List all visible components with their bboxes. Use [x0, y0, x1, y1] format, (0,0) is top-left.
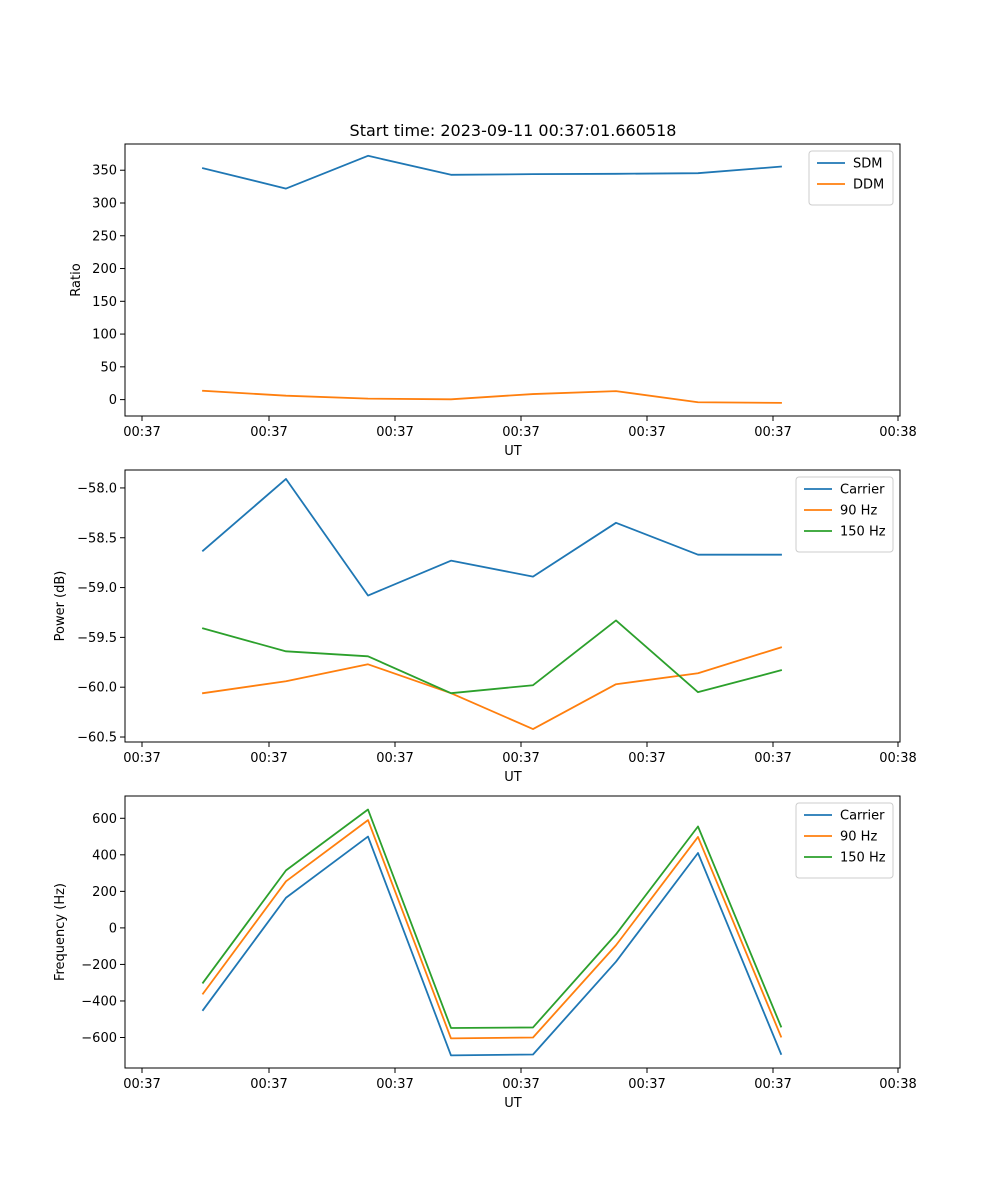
series-line-carrier [201, 478, 782, 597]
legend-box [808, 150, 894, 206]
axes-frame [124, 795, 901, 1069]
y-tick-label: −58.0 [77, 481, 117, 496]
y-tick-label: 250 [92, 229, 117, 244]
x-tick-label: 00:37 [123, 425, 160, 440]
y-tick-label: 600 [92, 812, 117, 827]
y-tick-label: −60.0 [77, 681, 117, 696]
x-tick-label: 00:37 [754, 1077, 791, 1092]
x-tick-label: 00:37 [250, 751, 287, 766]
legend-entry: 90 Hz [840, 830, 877, 845]
y-tick-label: 50 [100, 360, 117, 375]
x-tick-label: 00:37 [376, 425, 413, 440]
figure-title: Start time: 2023-09-11 00:37:01.660518 [350, 121, 677, 140]
y-tick-label: 200 [92, 262, 117, 277]
legend: Carrier 90 Hz 150 Hz [795, 476, 894, 553]
series-line-ddm [202, 389, 782, 404]
x-tick-label: 00:38 [879, 1077, 916, 1092]
series-line-90-hz [201, 646, 783, 730]
panels: 00:37 00:37 00:37 00:37 00:37 00:37 00:38 UT 0 50… [53, 143, 917, 1111]
y-tick-label: 150 [92, 295, 117, 310]
x-tick-label: 00:37 [123, 1077, 160, 1092]
legend-entry: 90 Hz [840, 504, 877, 519]
x-tick-label: 00:37 [628, 1077, 665, 1092]
y-tick-label: 200 [92, 885, 117, 900]
chart-panel-3: 00:37 00:37 00:37 00:37 00:37 00:37 00:38 UT 600… [53, 795, 917, 1111]
chart-panel-2: 00:37 00:37 00:37 00:37 00:37 00:37 00:38 UT −58… [53, 469, 917, 785]
x-tick-label: 00:38 [879, 751, 916, 766]
x-tick-label: 00:37 [123, 751, 160, 766]
legend-entry: DDM [853, 178, 884, 193]
series-line-150-hz [201, 808, 783, 1029]
x-axis-label: UT [504, 444, 522, 459]
legend-box [795, 476, 894, 553]
legend-entry: 150 Hz [840, 525, 886, 540]
y-tick-label: 400 [92, 848, 117, 863]
x-tick-label: 00:37 [502, 1077, 539, 1092]
x-axis-label: UT [504, 1096, 522, 1111]
y-tick-label: −600 [81, 1031, 117, 1046]
legend-entry: Carrier [840, 483, 885, 498]
x-tick-label: 00:37 [250, 425, 287, 440]
legend-entry: SDM [853, 157, 882, 172]
x-tick-label: 00:37 [250, 1077, 287, 1092]
x-tick-label: 00:37 [754, 751, 791, 766]
y-tick-label: 100 [92, 328, 117, 343]
legend-entry: Carrier [840, 809, 885, 824]
x-tick-label: 00:37 [376, 1077, 413, 1092]
series-line-sdm [201, 154, 782, 190]
y-axis-label: Ratio [69, 263, 84, 296]
y-tick-label: 0 [109, 921, 117, 936]
y-tick-label: −59.5 [77, 631, 117, 646]
x-tick-label: 00:38 [879, 425, 916, 440]
y-tick-label: −60.5 [77, 731, 117, 746]
axes-frame [124, 469, 901, 743]
chart-panel-1: 00:37 00:37 00:37 00:37 00:37 00:37 00:38 UT 0 50… [69, 143, 917, 459]
y-tick-label: −58.5 [77, 531, 117, 546]
axes-frame [124, 143, 901, 417]
legend-box [795, 802, 894, 879]
x-tick-label: 00:37 [502, 751, 539, 766]
x-tick-label: 00:37 [502, 425, 539, 440]
y-tick-label: −400 [81, 994, 117, 1009]
x-tick-label: 00:37 [376, 751, 413, 766]
series-line-carrier [201, 835, 783, 1057]
series-line-150-hz [201, 619, 783, 695]
y-tick-label: −59.0 [77, 581, 117, 596]
legend: Carrier 90 Hz 150 Hz [795, 802, 894, 879]
y-axis-label: Power (dB) [53, 571, 68, 642]
y-tick-label: −200 [81, 958, 117, 973]
y-tick-label: 0 [109, 393, 117, 408]
x-tick-label: 00:37 [628, 751, 665, 766]
x-tick-label: 00:37 [754, 425, 791, 440]
y-axis-label: Frequency (Hz) [53, 883, 68, 981]
y-tick-label: 300 [92, 196, 117, 211]
legend: SDM DDM [808, 150, 894, 206]
legend-entry: 150 Hz [840, 851, 886, 866]
x-axis-label: UT [504, 770, 522, 785]
y-tick-label: 350 [92, 164, 117, 179]
series-line-90-hz [201, 819, 783, 1040]
x-tick-label: 00:37 [628, 425, 665, 440]
